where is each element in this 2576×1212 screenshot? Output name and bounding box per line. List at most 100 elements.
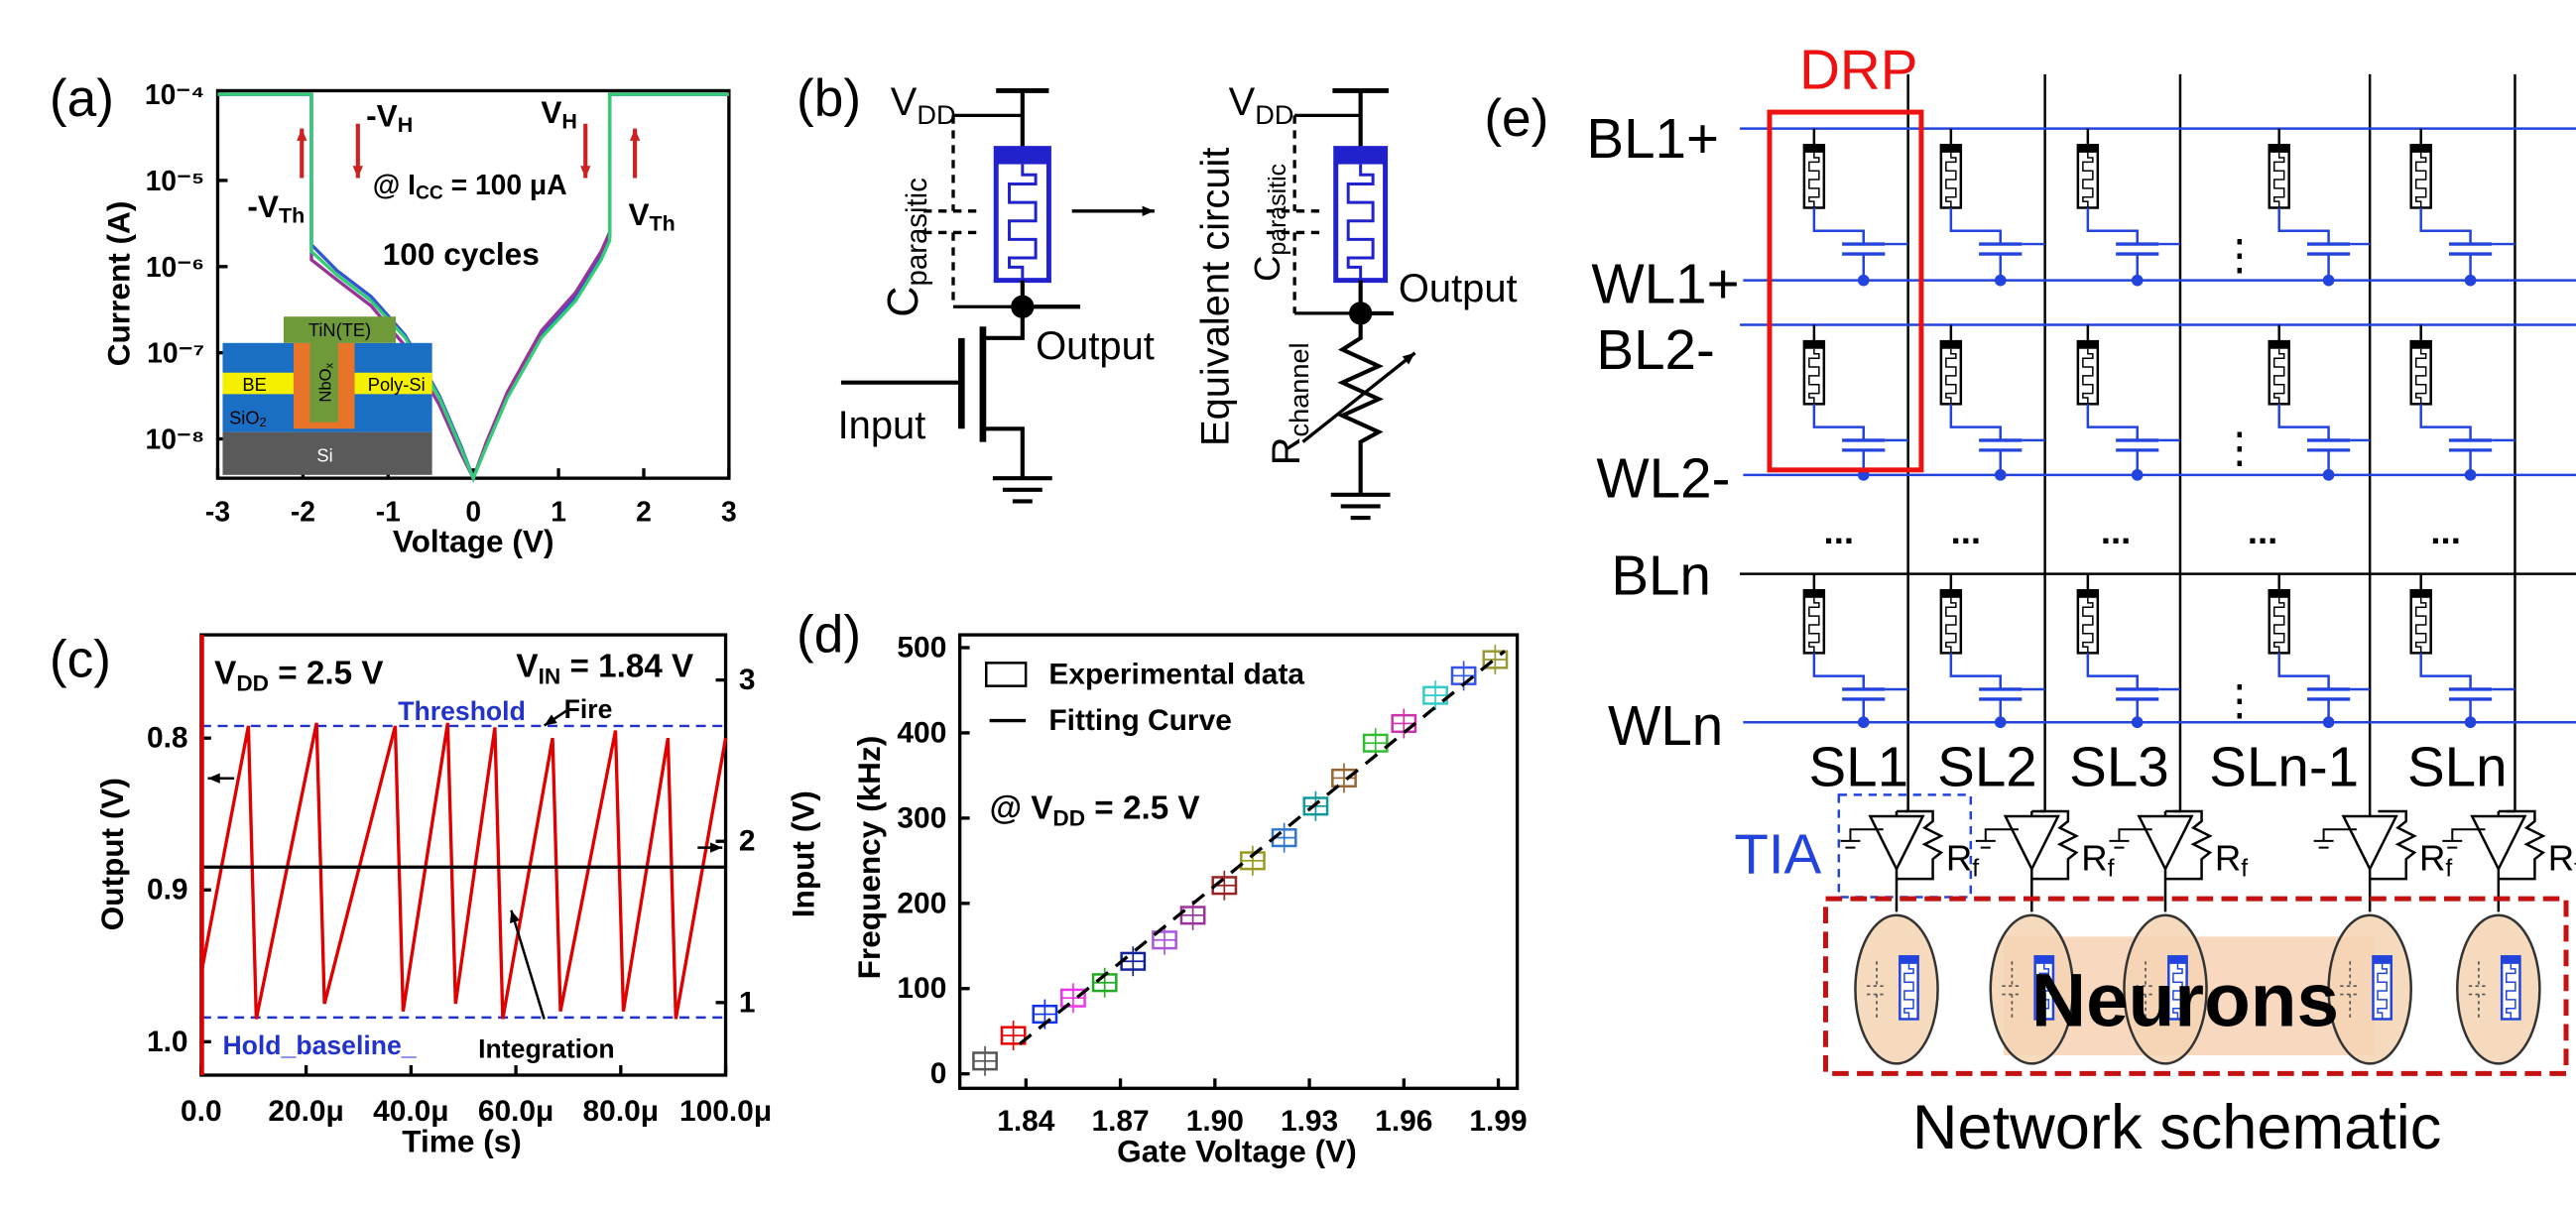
source-line-label: SL3 [2069, 736, 2169, 798]
junction [1994, 469, 2007, 481]
y2-tick-label: 3 [739, 664, 756, 696]
wire [982, 306, 1025, 479]
memristor-cap [2410, 145, 2431, 153]
junction [2464, 469, 2477, 481]
text-part: R [2419, 837, 2445, 878]
text-part: V [541, 94, 561, 130]
wire [2340, 961, 2361, 1020]
inset-label: NbOx [315, 362, 335, 402]
text-part: f [2108, 855, 2115, 883]
drp-box [1767, 109, 1924, 473]
wire [1895, 809, 1944, 912]
line [1301, 351, 1416, 443]
text-part: -V [366, 97, 398, 133]
text-part: C [880, 286, 927, 316]
text-part: R [1946, 837, 1972, 878]
arrow-head [510, 909, 520, 923]
y-tick-label: 100 [897, 972, 946, 1005]
junction [1994, 716, 2007, 729]
wire [2163, 809, 2213, 912]
reference-label: Hold_baseline_ [222, 1030, 417, 1060]
x-tick-label: 1.84 [997, 1105, 1055, 1138]
text-part: f [2241, 855, 2248, 883]
neuron [1989, 913, 2075, 1065]
wire [2082, 348, 2094, 405]
wire [2277, 404, 2330, 440]
wire [2419, 653, 2472, 689]
wire [1975, 828, 2020, 849]
wire [1945, 597, 1957, 654]
neurons-box [1823, 896, 2569, 1076]
annotation: VH [541, 94, 577, 133]
text-part: parasitic [901, 178, 933, 286]
wire [923, 115, 983, 307]
junction [1857, 274, 1870, 287]
y-tick-label: 200 [897, 887, 946, 919]
x-tick-label: 20.0μ [268, 1095, 344, 1128]
arrow-head [207, 773, 220, 784]
wire [2414, 348, 2427, 405]
neuron [2456, 913, 2541, 1065]
wire [2414, 152, 2427, 208]
text-part: parasitic [1264, 164, 1291, 256]
junction [2464, 716, 2477, 729]
text-part: Th [279, 203, 305, 227]
vdd-label: VDD [1229, 80, 1294, 129]
panel-label: (c) [50, 631, 111, 689]
wire [1903, 963, 1914, 1020]
x-tick-label: 1 [551, 495, 566, 527]
text-part: Th [650, 212, 675, 236]
wire [2313, 828, 2357, 849]
annotation: Integration [478, 1033, 614, 1063]
vertical-ellipsis: ⋮ [2218, 677, 2261, 725]
arrow-head [709, 842, 723, 853]
x-tick-label: -1 [376, 495, 401, 527]
y-tick-label: 1.0 [147, 1026, 188, 1058]
junction [2322, 469, 2335, 481]
text-part: R [2548, 837, 2574, 878]
wire [2272, 152, 2285, 208]
wire [1808, 597, 1820, 654]
memristor-cap [2077, 145, 2098, 153]
annotation: VIN = 1.84 V [516, 648, 693, 688]
annotation: Fire [564, 694, 613, 724]
annotation: -VTh [247, 188, 305, 227]
source-line-label: SL2 [1937, 736, 2037, 798]
memristor-cap [2269, 590, 2289, 598]
rf-label: Rf [1946, 837, 1979, 882]
wire [1945, 152, 1957, 208]
memristor-cap [2502, 956, 2520, 964]
wire [2082, 152, 2094, 208]
memristor-cap [2410, 590, 2431, 598]
amplifier [2470, 814, 2527, 872]
wire [1812, 207, 1865, 245]
x-tick-label: 0.0 [181, 1095, 222, 1128]
memristor-cap [1940, 590, 1961, 598]
wire [1945, 348, 1957, 405]
annotation: -VH [366, 97, 413, 136]
y2-tick-label: 1 [739, 986, 756, 1019]
inset-label: Si [316, 444, 332, 465]
y-tick-label: 0 [930, 1057, 947, 1090]
annotation: @ ICC = 100 μA [373, 169, 567, 203]
text-part: = 2.5 V [269, 655, 384, 691]
row-label: WL1+ [1591, 252, 1739, 314]
y-tick-label: 10⁻⁸ [145, 424, 204, 455]
text-part: NbO [315, 368, 334, 402]
c-parasitic-label: Cparasitic [1246, 164, 1290, 282]
text-part: SiO [229, 407, 259, 427]
x-tick-label: 1.96 [1375, 1105, 1432, 1138]
inset-label: Poly-Si [368, 374, 426, 395]
wire [2277, 207, 2330, 245]
row-label: WL2- [1596, 447, 1730, 510]
neuron [2123, 913, 2208, 1065]
arrow-head [297, 128, 307, 141]
wire [2030, 809, 2080, 912]
y-tick-label: 10⁻⁵ [146, 165, 205, 196]
annotation: @ VDD = 2.5 V [990, 789, 1200, 830]
x-axis-title: Time (s) [402, 1124, 521, 1159]
inset-be [222, 372, 294, 395]
y-axis-title: Output (V) [94, 778, 130, 930]
inset-si [222, 431, 432, 475]
